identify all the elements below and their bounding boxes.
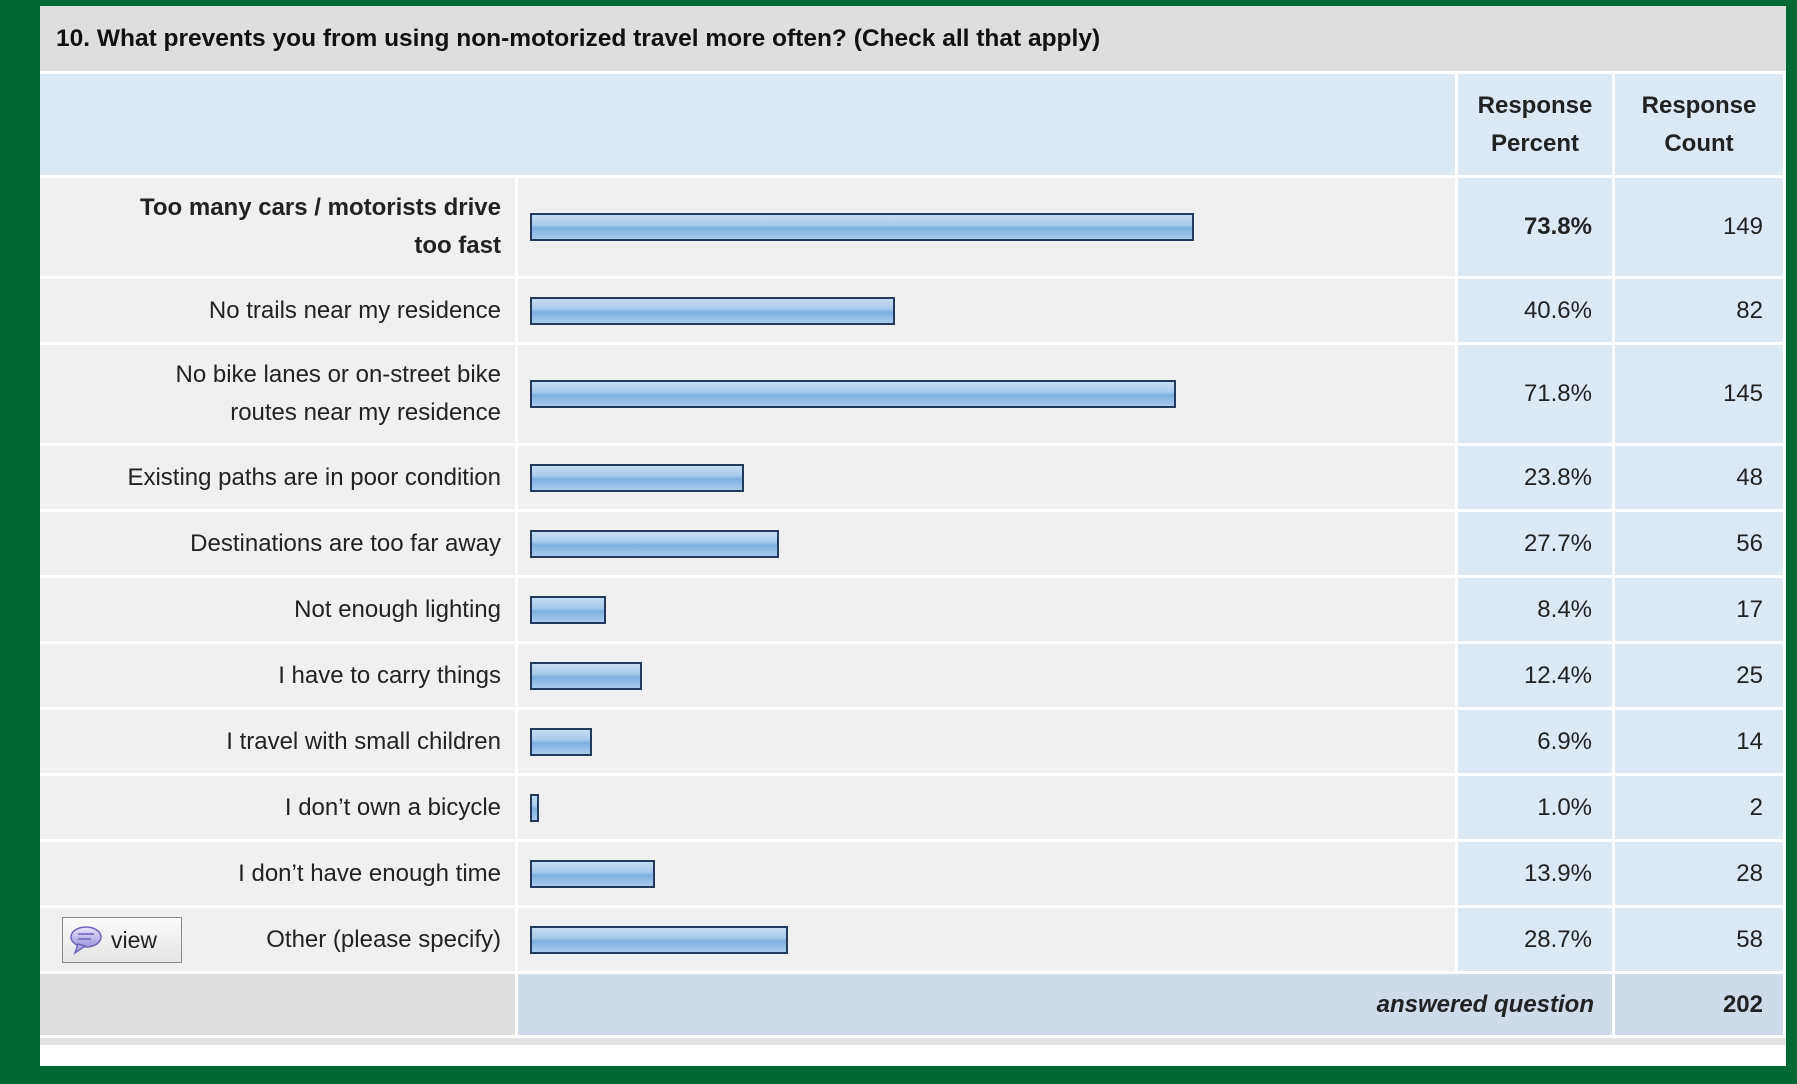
answered-question-label: answered question [518, 971, 1615, 1035]
table-row: I have to carry things 12.4% 25 [40, 641, 1786, 707]
row-count: 2 [1615, 773, 1786, 839]
footer-blank-cell [40, 971, 518, 1035]
row-percent: 8.4% [1458, 575, 1615, 641]
bar-cell [518, 641, 1458, 707]
row-count: 17 [1615, 575, 1786, 641]
header-percent-line1: Response [1477, 91, 1593, 119]
view-responses-button[interactable]: view [62, 916, 182, 963]
row-count: 145 [1615, 342, 1786, 443]
bar-no-trails [530, 296, 895, 325]
bar-small-children [530, 727, 592, 756]
bar-too-many-cars [530, 213, 1194, 241]
bar-no-time [530, 859, 655, 888]
bar-lighting [530, 595, 606, 624]
table-row: Existing paths are in poor condition 23.… [40, 443, 1786, 509]
row-count: 58 [1615, 905, 1786, 971]
table-header-row: Response Percent Response Count [40, 71, 1786, 175]
row-label: Not enough lighting [40, 575, 518, 641]
row-count: 25 [1615, 641, 1786, 707]
row-percent: 73.8% [1458, 175, 1615, 276]
row-label: No trails near my residence [40, 276, 518, 342]
bar-cell [518, 509, 1458, 575]
bottom-strip [40, 1035, 1786, 1045]
table-row: I don’t have enough time 13.9% 28 [40, 839, 1786, 905]
row-percent: 13.9% [1458, 839, 1615, 905]
table-row: No bike lanes or on-street bike routes n… [40, 342, 1786, 443]
bar-cell [518, 839, 1458, 905]
row-count: 82 [1615, 276, 1786, 342]
bar-cell [518, 707, 1458, 773]
header-percent-line2: Percent [1490, 129, 1580, 157]
row-count: 149 [1615, 175, 1786, 276]
question-title: 10. What prevents you from using non-mot… [40, 6, 1786, 71]
survey-question-panel: 10. What prevents you from using non-mot… [40, 6, 1786, 1066]
answered-question-row: answered question 202 [40, 971, 1786, 1035]
bar-cell [518, 773, 1458, 839]
row-percent: 71.8% [1458, 342, 1615, 443]
row-label-line2: routes near my residence [230, 399, 501, 426]
answered-question-count: 202 [1615, 971, 1786, 1035]
row-percent: 28.7% [1458, 905, 1615, 971]
bar-cell [518, 276, 1458, 342]
row-count: 48 [1615, 443, 1786, 509]
row-label: I don’t own a bicycle [40, 773, 518, 839]
table-row: Too many cars / motorists drive too fast… [40, 175, 1786, 276]
table-row: I don’t own a bicycle 1.0% 2 [40, 773, 1786, 839]
response-table: Response Percent Response Count Too many… [40, 71, 1786, 1035]
row-count: 14 [1615, 707, 1786, 773]
row-label: view Other (please specify) [40, 905, 518, 971]
bar-poor-condition [530, 463, 744, 492]
bar-cell [518, 443, 1458, 509]
header-response-count: Response Count [1615, 71, 1786, 175]
table-row: Not enough lighting 8.4% 17 [40, 575, 1786, 641]
row-label: Existing paths are in poor condition [40, 443, 518, 509]
row-count: 28 [1615, 839, 1786, 905]
row-label-line2: too fast [414, 232, 501, 259]
row-label-line1: Too many cars / motorists drive [140, 194, 501, 221]
row-label: Destinations are too far away [40, 509, 518, 575]
table-row: No trails near my residence 40.6% 82 [40, 276, 1786, 342]
row-label: I have to carry things [40, 641, 518, 707]
bar-cell [518, 342, 1458, 443]
bar-cell [518, 905, 1458, 971]
row-label: Too many cars / motorists drive too fast [40, 175, 518, 276]
speech-bubble-icon [70, 925, 102, 955]
row-percent: 27.7% [1458, 509, 1615, 575]
row-label-text: Other (please specify) [266, 925, 501, 953]
bar-cell [518, 175, 1458, 276]
row-percent: 6.9% [1458, 707, 1615, 773]
row-percent: 40.6% [1458, 276, 1615, 342]
other-label-wrap: view Other (please specify) [40, 916, 501, 963]
row-label: I travel with small children [40, 707, 518, 773]
bar-no-bike-lanes [530, 380, 1176, 408]
table-row: I travel with small children 6.9% 14 [40, 707, 1786, 773]
row-percent: 1.0% [1458, 773, 1615, 839]
bar-carry-things [530, 661, 642, 690]
header-blank-cell [40, 71, 1458, 175]
row-label: No bike lanes or on-street bike routes n… [40, 342, 518, 443]
bar-other [530, 925, 788, 954]
header-count-line1: Response [1641, 91, 1757, 119]
row-label-line1: No bike lanes or on-street bike [175, 361, 502, 388]
bar-cell [518, 575, 1458, 641]
header-response-percent: Response Percent [1458, 71, 1615, 175]
bar-too-far [530, 529, 779, 558]
row-percent: 12.4% [1458, 641, 1615, 707]
header-count-line2: Count [1664, 129, 1734, 157]
table-row: Destinations are too far away 27.7% 56 [40, 509, 1786, 575]
view-button-label: view [111, 926, 158, 953]
row-label: I don’t have enough time [40, 839, 518, 905]
bar-no-bicycle [530, 793, 539, 822]
row-percent: 23.8% [1458, 443, 1615, 509]
table-row: view Other (please specify) 28.7% 58 [40, 905, 1786, 971]
row-count: 56 [1615, 509, 1786, 575]
